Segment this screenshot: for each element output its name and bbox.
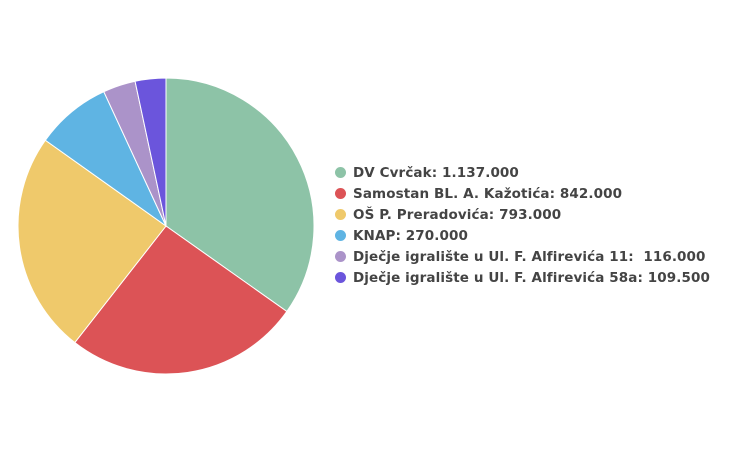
legend-dot-icon (335, 188, 346, 199)
legend-label: DV Cvrčak: 1.137.000 (353, 164, 519, 181)
legend-dot-icon (335, 167, 346, 178)
pie-slice[interactable] (17, 139, 167, 344)
legend-label: Dječje igralište u Ul. F. Alfirevića 58a… (353, 269, 710, 286)
pie-slice[interactable] (134, 77, 167, 227)
legend-item-os-preradovica[interactable]: OŠ P. Preradovića: 793.000 (335, 204, 710, 225)
legend-dot-icon (335, 251, 346, 262)
pie-slice[interactable] (165, 77, 315, 313)
legend-item-igraliste-58a[interactable]: Dječje igralište u Ul. F. Alfirevića 58a… (335, 267, 710, 288)
legend-dot-icon (335, 272, 346, 283)
chart-legend: DV Cvrčak: 1.137.000 Samostan BL. A. Kaž… (335, 162, 710, 288)
legend-label: Dječje igralište u Ul. F. Alfirevića 11:… (353, 248, 706, 265)
legend-item-knap[interactable]: KNAP: 270.000 (335, 225, 710, 246)
legend-item-samostan[interactable]: Samostan BL. A. Kažotića: 842.000 (335, 183, 710, 204)
pie-slice[interactable] (74, 225, 288, 375)
legend-item-igraliste-11[interactable]: Dječje igralište u Ul. F. Alfirevića 11:… (335, 246, 710, 267)
legend-dot-icon (335, 230, 346, 241)
legend-dot-icon (335, 209, 346, 220)
legend-label: OŠ P. Preradovića: 793.000 (353, 206, 562, 223)
legend-item-dv-cvrcak[interactable]: DV Cvrčak: 1.137.000 (335, 162, 710, 183)
legend-label: KNAP: 270.000 (353, 227, 468, 244)
legend-label: Samostan BL. A. Kažotića: 842.000 (353, 185, 623, 202)
pie-chart (17, 77, 315, 375)
